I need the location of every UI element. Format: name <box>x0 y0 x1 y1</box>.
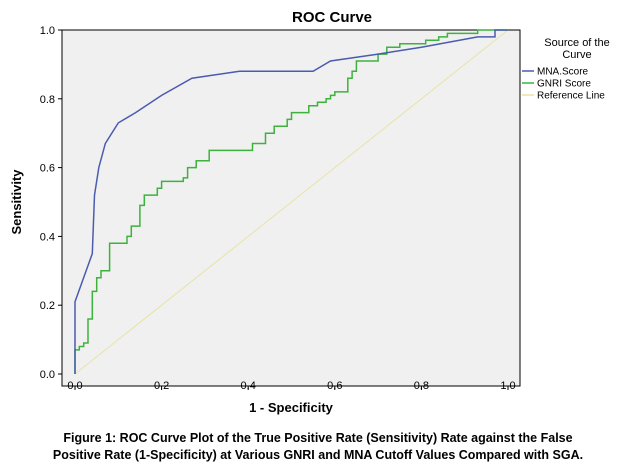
series-line-mna-score <box>74 29 508 374</box>
x-tick-label: 1.0 <box>500 380 515 392</box>
chart-title: ROC Curve <box>292 9 372 26</box>
x-tick-label: 0.8 <box>414 380 429 392</box>
figure-caption: Figure 1: ROC Curve Plot of the True Pos… <box>0 430 636 464</box>
y-tick-label: 0.4 <box>40 231 55 243</box>
y-axis-label: Sensitivity <box>9 169 24 235</box>
legend-title-line-1: Source of the <box>544 37 609 49</box>
y-axis-ticks: 0.0 0.2 0.4 0.6 0.8 1.0 <box>40 25 62 381</box>
legend-label-reference-line: Reference Line <box>537 91 605 102</box>
x-tick-label: 0.2 <box>154 380 169 392</box>
plot-area <box>61 29 521 387</box>
legend-label-gnri-score: GNRI Score <box>537 79 591 90</box>
x-axis-ticks: 0.0 0.2 0.4 0.6 0.8 1.0 <box>67 380 515 392</box>
legend-label-mna-score: MNA.Score <box>537 67 589 78</box>
series-layer <box>74 29 509 375</box>
series-line-reference-line <box>74 29 509 375</box>
legend-title-line-2: Curve <box>562 49 591 61</box>
caption-line-2: Positive Rate (1-Specificity) at Various… <box>52 448 584 462</box>
y-tick-label: 1.0 <box>40 25 55 37</box>
caption-line-1: Figure 1: ROC Curve Plot of the True Pos… <box>63 431 573 445</box>
y-tick-label: 0.0 <box>40 369 55 381</box>
y-tick-label: 0.6 <box>40 163 55 175</box>
x-tick-label: 0.4 <box>241 380 256 392</box>
x-tick-label: 0.0 <box>67 380 82 392</box>
y-tick-label: 0.8 <box>40 94 55 106</box>
y-tick-label: 0.2 <box>40 300 55 312</box>
x-tick-label: 0.6 <box>327 380 342 392</box>
x-axis-label: 1 - Specificity <box>249 400 334 415</box>
